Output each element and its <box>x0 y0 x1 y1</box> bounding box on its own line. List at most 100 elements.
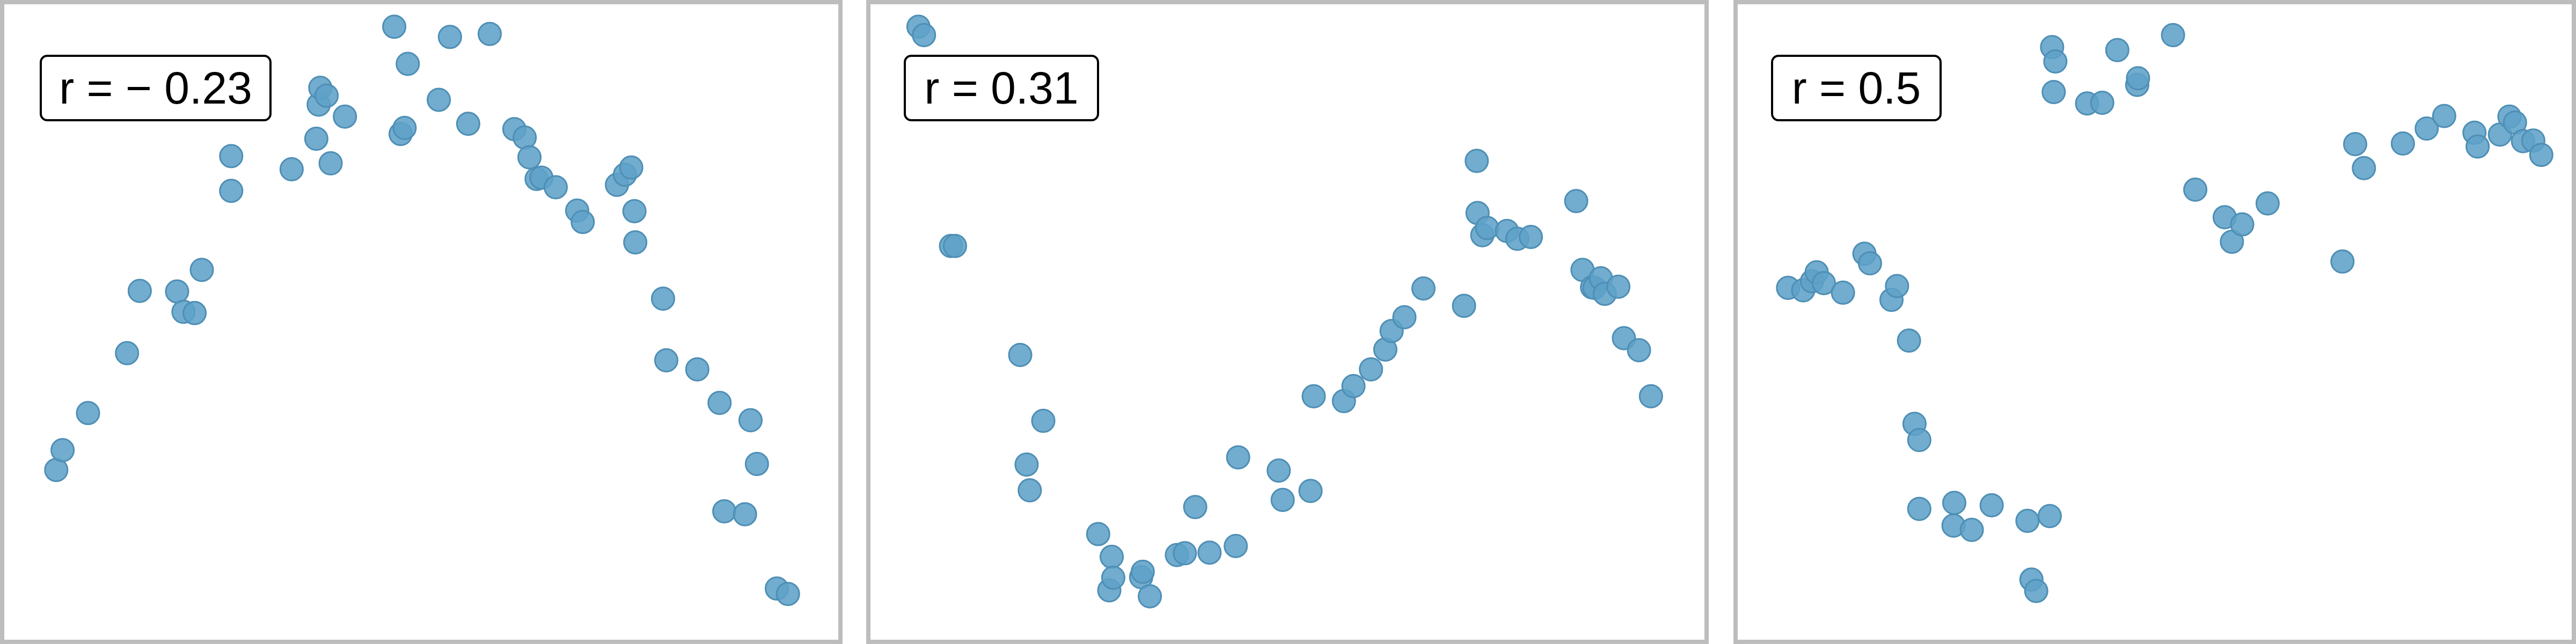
scatter-point <box>1942 491 1966 515</box>
scatter-point <box>2330 249 2355 274</box>
scatter-point <box>2015 509 2040 533</box>
scatter-point <box>392 115 417 140</box>
correlation-label-box <box>40 55 272 121</box>
scatter-point <box>1627 338 1651 362</box>
scatter-point <box>2090 91 2114 115</box>
correlation-label-box <box>1771 55 1942 121</box>
scatter-point <box>165 279 189 304</box>
scatter-point <box>2230 212 2255 237</box>
scatter-point <box>1270 488 1295 512</box>
scatter-point <box>622 199 647 223</box>
scatter-point <box>1907 428 1931 452</box>
scatter-point <box>513 125 537 150</box>
scatter-point <box>1831 280 1855 305</box>
scatter-point <box>1224 533 1248 558</box>
scatter-point <box>1197 540 1222 565</box>
scatter-point <box>437 25 462 49</box>
scatter-point <box>1907 496 1931 521</box>
scatter-point <box>2343 132 2367 156</box>
scatter-point <box>219 144 244 169</box>
scatter-point <box>127 279 152 303</box>
scatter-point <box>396 52 420 76</box>
scatter-point <box>1341 374 1366 398</box>
scatter-point <box>314 83 339 108</box>
correlation-label-box <box>904 55 1099 121</box>
scatter-point <box>189 258 214 282</box>
scatter-point <box>318 151 343 175</box>
scatter-point <box>623 230 648 255</box>
scatter-point <box>1173 541 1197 566</box>
correlation-label-text: r = 0.31 <box>924 63 1078 113</box>
scatter-point <box>1301 384 1326 408</box>
scatter-point <box>1014 452 1039 477</box>
scatter-panel-3: r = 0.5 <box>1733 0 2576 644</box>
scatter-point <box>1897 328 1921 353</box>
scatter-point <box>733 502 757 526</box>
scatter-point <box>943 233 967 258</box>
scatter-point <box>2414 116 2439 141</box>
scatter-point <box>1411 276 1436 301</box>
scatter-point <box>2529 143 2553 167</box>
scatter-point <box>2105 38 2129 62</box>
scatter-point <box>1086 522 1110 546</box>
scatter-point <box>1298 479 1323 503</box>
scatter-point <box>2024 579 2048 603</box>
scatter-point <box>744 452 769 476</box>
scatter-point <box>654 348 678 372</box>
scatter-point <box>2352 156 2376 180</box>
scatter-point <box>478 21 502 46</box>
correlation-label: r = 0.31 <box>904 55 1099 121</box>
scatter-point <box>1100 545 1124 569</box>
scatter-point <box>2432 104 2456 128</box>
scatter-point <box>1183 495 1208 519</box>
scatter-point <box>50 438 75 463</box>
scatter-panel-1: r = − 0.23 <box>0 0 843 644</box>
scatter-point <box>651 287 675 311</box>
scatter-point <box>712 499 737 524</box>
scatter-point <box>517 145 542 170</box>
scatter-point <box>1519 225 1543 249</box>
scatter-point <box>382 14 407 39</box>
scatter-point <box>619 155 643 180</box>
scatter-point <box>2255 191 2280 216</box>
scatter-point <box>1979 493 2004 517</box>
scatter-point <box>2037 504 2062 529</box>
scatter-point <box>304 127 328 151</box>
correlation-label-text: r = 0.5 <box>1792 63 1921 113</box>
scatter-points <box>44 14 800 606</box>
scatter-point <box>456 112 480 136</box>
scatter-point <box>544 175 568 200</box>
scatter-panel-2: r = 0.31 <box>866 0 1709 644</box>
scatter-point <box>1031 408 1056 433</box>
scatter-point <box>1101 566 1125 590</box>
scatter-point <box>738 408 763 433</box>
scatter-point <box>2465 134 2490 159</box>
correlation-label: r = 0.5 <box>1771 55 1942 121</box>
scatter-point <box>1452 294 1476 318</box>
scatter-point <box>1475 216 1499 240</box>
scatter-point <box>219 179 244 203</box>
scatter-point <box>1130 559 1155 584</box>
scatter-point <box>1267 458 1291 483</box>
scatter-point <box>1359 357 1384 382</box>
scatter-point <box>912 23 936 47</box>
scatter-point <box>1638 384 1663 408</box>
correlation-label-text: r = − 0.23 <box>59 63 252 113</box>
scatter-points <box>906 14 1663 609</box>
scatter-point <box>2041 80 2066 104</box>
scatter-point <box>1606 274 1630 299</box>
scatter-point <box>1959 517 1984 542</box>
scatter-point <box>1885 274 1909 298</box>
scatter-point <box>1138 584 1162 609</box>
scatter-point <box>570 210 595 235</box>
scatter-point <box>2161 23 2185 47</box>
scatter-point <box>1857 251 1882 276</box>
scatter-point <box>333 104 357 129</box>
scatter-point <box>1392 305 1417 330</box>
scatter-point <box>427 87 451 112</box>
scatter-point <box>685 357 709 382</box>
scatter-point <box>1564 189 1589 214</box>
